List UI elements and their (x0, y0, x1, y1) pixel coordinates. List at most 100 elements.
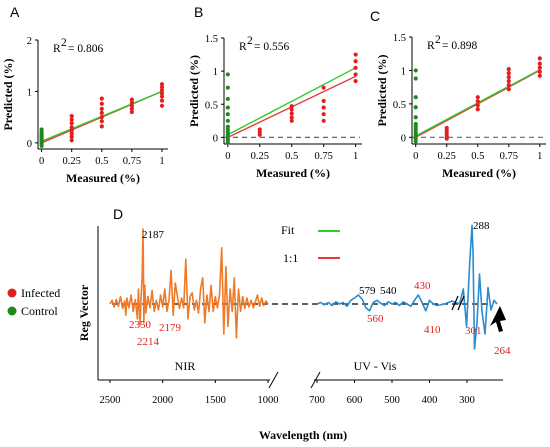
y-tick-label: 0.5 (205, 100, 218, 111)
uvvis-regression-vector-line (316, 224, 498, 350)
infected-data-point (475, 95, 480, 100)
peak-wavelength-label: 2350 (129, 319, 152, 331)
r-squared-label: R (427, 40, 435, 52)
infected-data-point (475, 99, 480, 104)
legend-one-to-one-label: 1:1 (283, 251, 298, 265)
y-tick-label: 1.5 (393, 33, 406, 44)
y-tick-label: 1.5 (205, 34, 218, 45)
infected-data-point (353, 65, 358, 70)
x-axis-title: Measured (%) (66, 171, 140, 185)
peak-wavelength-label: 560 (367, 313, 384, 325)
infected-data-point (506, 75, 511, 80)
infected-data-point (129, 97, 134, 102)
infected-data-point (129, 100, 134, 105)
x-axis-title: Wavelength (nm) (259, 428, 347, 442)
x-tick-label: 0 (413, 151, 418, 162)
legend-infected-marker (7, 288, 17, 298)
control-data-point (413, 68, 418, 73)
control-data-point (39, 127, 44, 132)
peak-wavelength-label: 410 (424, 324, 441, 336)
infected-data-point (506, 87, 511, 92)
x-tick-label: 600 (347, 395, 363, 406)
infected-data-point (353, 52, 358, 57)
y-tick-label: 0.5 (393, 100, 406, 111)
infected-data-point (506, 79, 511, 84)
infected-data-point (289, 118, 294, 123)
peak-wavelength-label: 2214 (137, 336, 160, 348)
r-squared-label: R (239, 41, 247, 53)
infected-data-point (159, 94, 165, 99)
scatter-panel-b: 0 0.25 0.5 0.75 1 0 0.5 1 1.5 Measured (%) Predict… (187, 34, 362, 180)
x-tick-label: 0.5 (471, 151, 484, 162)
x-tick-label: 700 (309, 395, 325, 406)
infected-data-point (69, 125, 74, 130)
fit-line (227, 67, 356, 136)
infected-data-point (129, 109, 134, 115)
axis-break-mark (268, 371, 279, 389)
region-label-nir: NIR (175, 359, 196, 373)
panel-label-a: A (10, 4, 20, 20)
x-tick-label: 0.75 (123, 156, 141, 167)
x-tick-label: 0.75 (314, 151, 332, 162)
y-tick-label: 0 (213, 133, 218, 144)
y-tick-label: 1 (401, 66, 406, 77)
r-squared-superscript: 2 (247, 35, 253, 47)
x-tick-label: 1 (353, 151, 358, 162)
control-data-point (225, 105, 230, 110)
baseline-break-mark (451, 295, 465, 311)
peak-wavelength-label: 301 (465, 325, 482, 337)
scatter-panel-c: 0 0.25 0.5 0.75 1 0 0.5 1 1.5 Measured (%) Predict… (375, 33, 546, 180)
infected-data-point (353, 78, 358, 84)
peak-wavelength-label: 2187 (142, 229, 165, 241)
r-squared-value: = 0.898 (442, 40, 477, 52)
infected-data-point (99, 106, 104, 111)
infected-data-point (506, 67, 511, 72)
control-data-point (225, 72, 230, 77)
infected-data-point (506, 83, 511, 88)
x-axis-title: Measured (%) (256, 166, 330, 180)
r-squared-superscript: 2 (435, 34, 441, 46)
infected-data-point (69, 113, 74, 119)
infected-data-point (257, 127, 262, 132)
x-tick-label: 0.25 (251, 151, 269, 162)
nir-regression-vector-line (109, 228, 269, 339)
x-tick-label: 0 (225, 151, 230, 162)
region-label-uvvis: UV - Vis (354, 359, 397, 373)
pointer-arrow-icon (490, 306, 506, 332)
infected-data-point (69, 138, 74, 143)
infected-data-point (444, 125, 449, 131)
infected-data-point (537, 73, 542, 78)
infected-data-point (321, 118, 326, 123)
infected-data-point (99, 124, 104, 129)
y-axis-title: Predicted (%) (187, 55, 201, 127)
control-data-point (225, 85, 230, 90)
control-data-point (225, 112, 230, 117)
infected-data-point (321, 98, 326, 104)
r-squared-label: R (53, 43, 61, 55)
legend-control-label: Control (21, 304, 58, 318)
infected-data-point (159, 88, 165, 93)
r-squared-value: = 0.556 (254, 41, 289, 53)
infected-data-point (506, 71, 511, 76)
infected-data-point (475, 107, 480, 112)
infected-data-point (159, 103, 165, 108)
legend-infected-label: Infected (21, 286, 60, 300)
x-tick-label: 0.25 (63, 156, 81, 167)
scatter-panel-a: 0 0.25 0.5 0.75 1 0 1 2 Measured (%) Predicted (%… (1, 36, 168, 185)
y-tick-label: 0 (27, 139, 32, 150)
control-data-point (413, 76, 418, 81)
infected-data-point (321, 105, 326, 110)
r-squared-value: = 0.806 (68, 43, 103, 55)
y-tick-label: 0 (401, 133, 406, 144)
x-axis-title: Measured (%) (442, 166, 516, 180)
infected-data-point (537, 69, 542, 74)
x-tick-label: 1500 (205, 395, 226, 406)
infected-data-point (69, 131, 74, 136)
panel-label-b: B (194, 4, 203, 20)
infected-data-point (159, 85, 165, 90)
x-tick-label: 0 (39, 156, 44, 167)
peak-wavelength-label: 579 (359, 285, 376, 297)
y-axis-title: Reg Vector (77, 284, 91, 341)
x-tick-label: 1 (537, 151, 542, 162)
